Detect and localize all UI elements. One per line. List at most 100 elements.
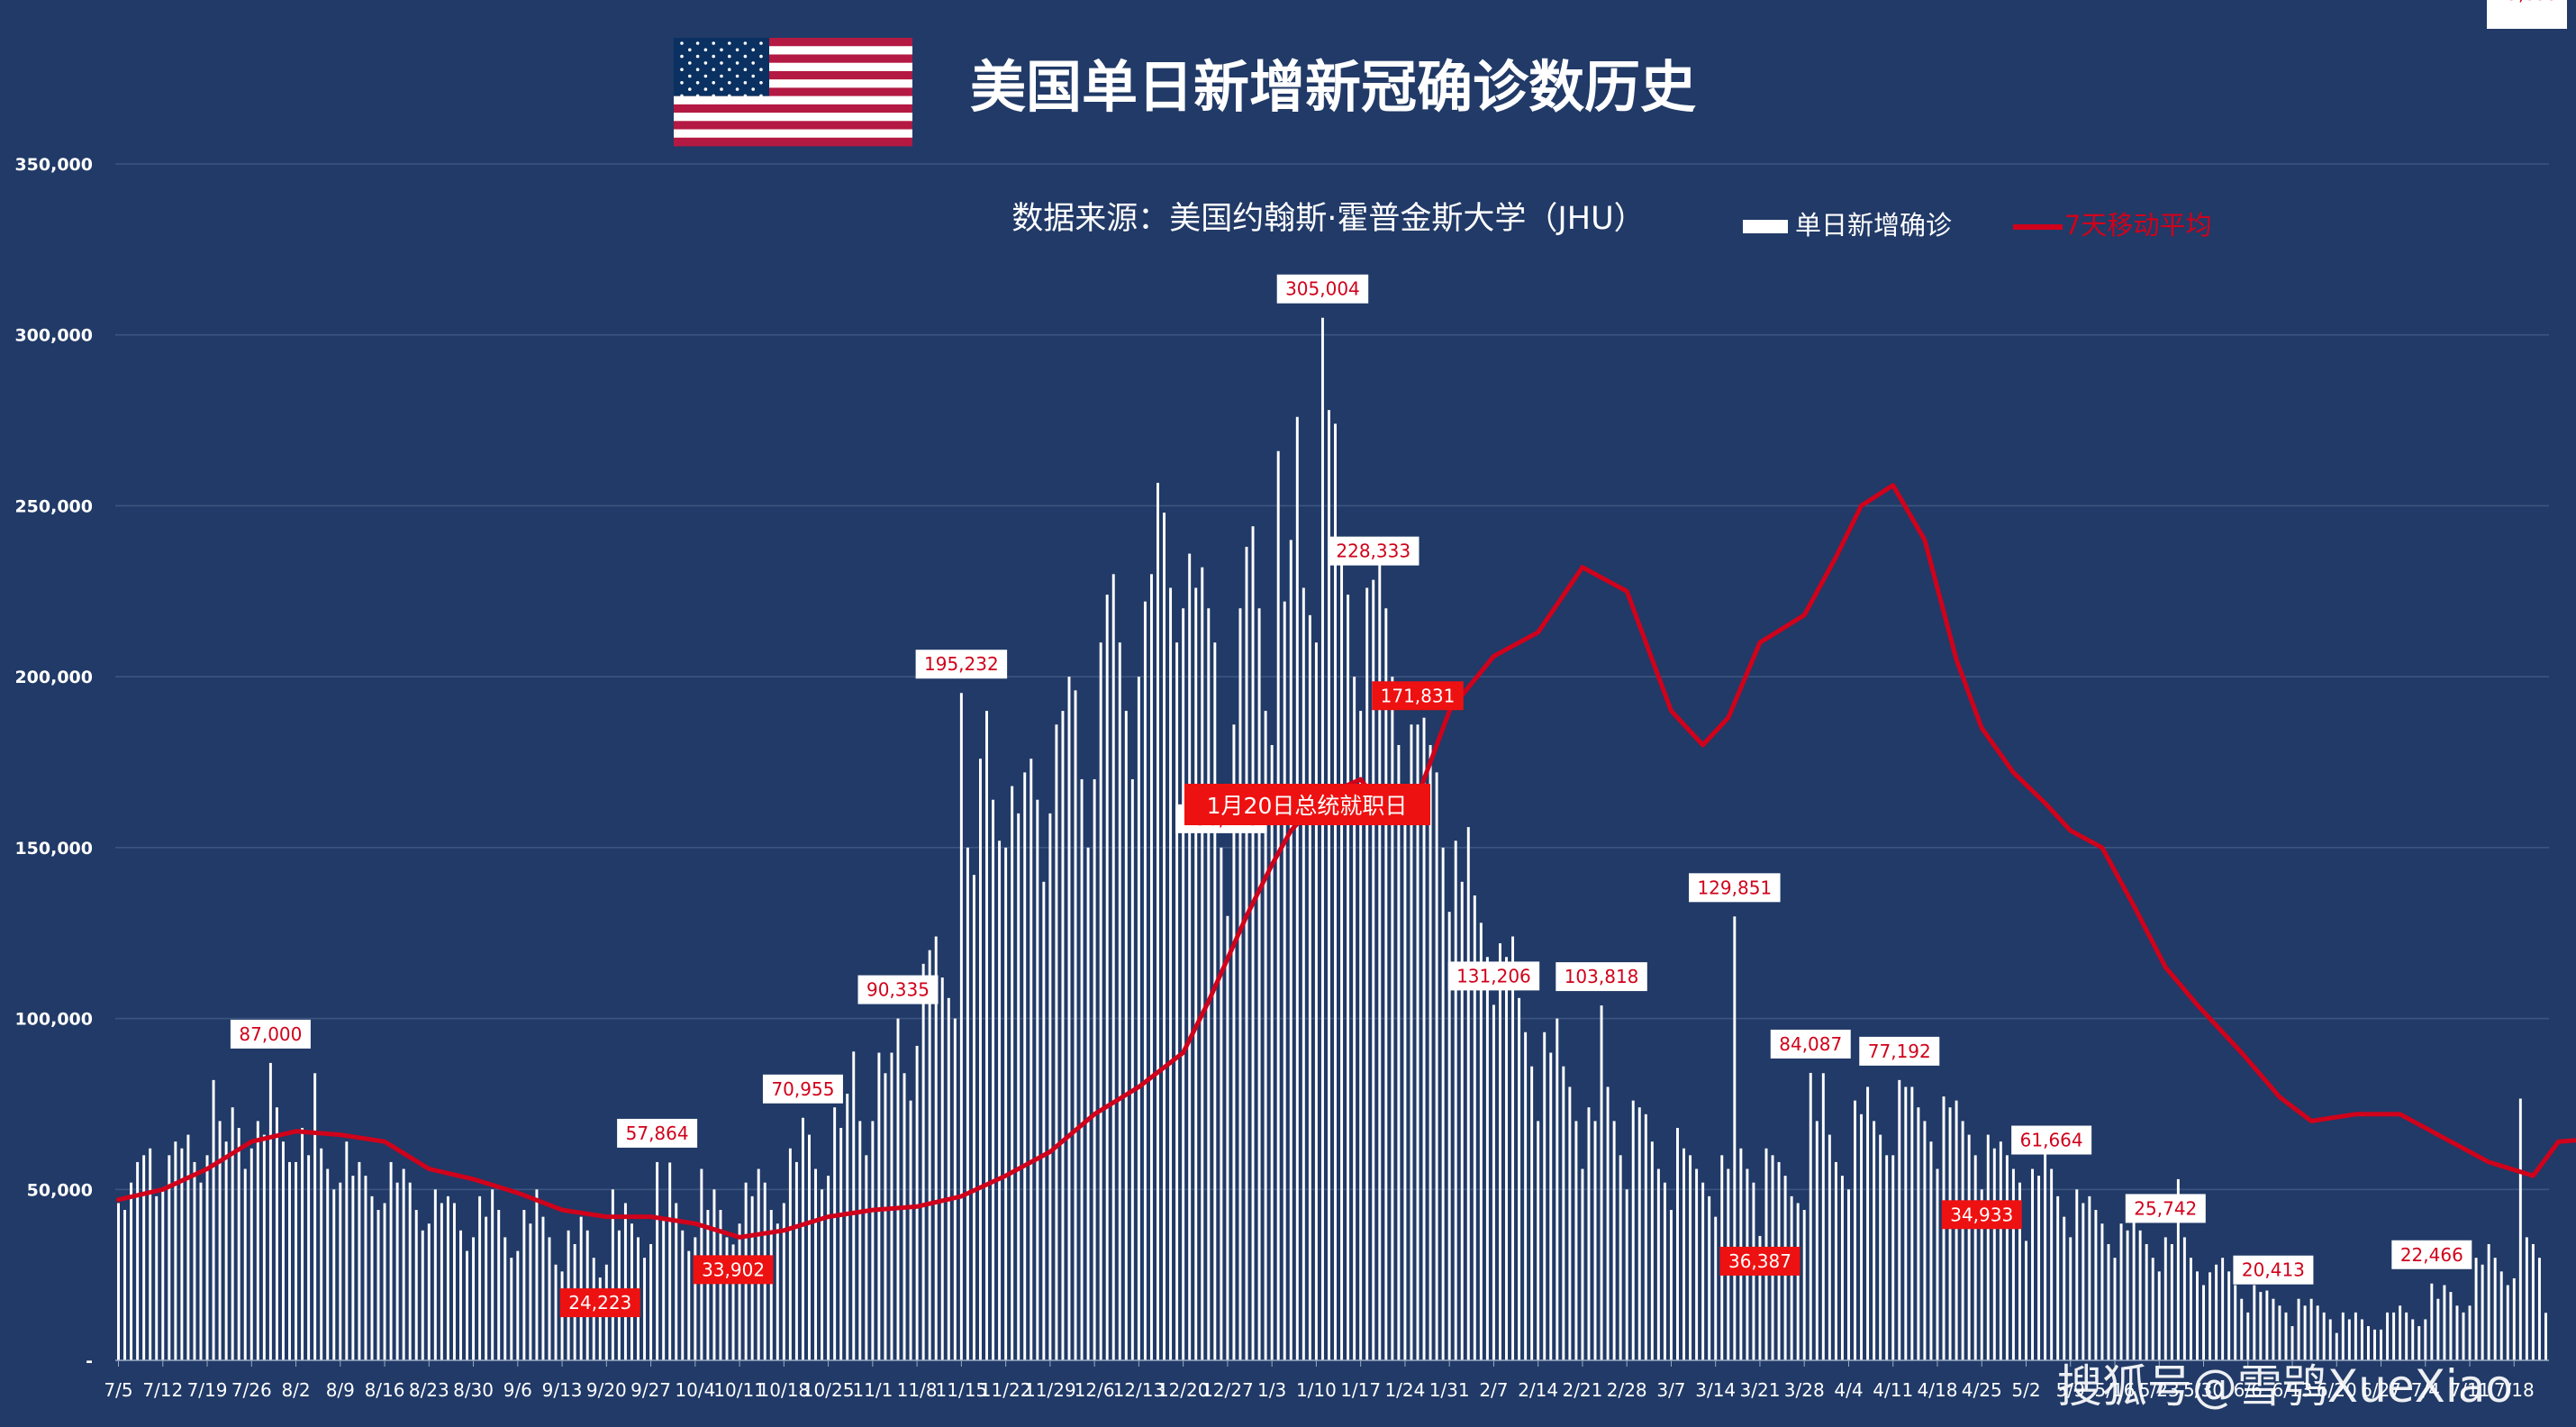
bar: [2298, 1299, 2300, 1360]
bar: [1283, 602, 1286, 1360]
x-tick-label: 12/6: [1075, 1379, 1115, 1401]
bar: [1708, 1196, 1710, 1360]
bar: [877, 1053, 880, 1360]
bar: [1252, 526, 1255, 1360]
bar: [687, 1251, 690, 1360]
data-label: 305,004: [1277, 275, 1369, 304]
bar: [1904, 1086, 1907, 1360]
bar: [2373, 1330, 2376, 1360]
data-label: 131,206: [1448, 961, 1540, 990]
bar: [1442, 848, 1445, 1360]
data-label: 228,333: [1328, 537, 1420, 566]
y-tick-label: -: [86, 1351, 93, 1371]
bar: [142, 1155, 145, 1360]
bar: [2012, 1169, 2015, 1360]
bar: [668, 1162, 671, 1360]
bar: [1119, 642, 1121, 1360]
x-tick-label: 1/10: [1296, 1379, 1337, 1401]
bar: [1923, 1121, 1926, 1360]
bar: [2354, 1313, 2357, 1360]
bar: [1144, 602, 1147, 1360]
bar: [2006, 1155, 2009, 1360]
bar: [1968, 1135, 1971, 1360]
bar: [2265, 1291, 2268, 1360]
bar: [998, 841, 1001, 1360]
bar: [2417, 1326, 2420, 1360]
bar: [2399, 1305, 2401, 1360]
bar: [2253, 1286, 2255, 1360]
bar: [535, 1189, 538, 1360]
bar: [390, 1162, 393, 1360]
bar: [1537, 1121, 1539, 1360]
bar: [1879, 1135, 1882, 1360]
bar: [1607, 1086, 1610, 1360]
bar: [2202, 1286, 2205, 1360]
bar: [903, 1073, 906, 1360]
x-tick-label: 4/4: [1834, 1379, 1863, 1401]
bar: [2246, 1313, 2249, 1360]
bar: [1866, 1086, 1869, 1360]
bar: [1365, 587, 1368, 1360]
bar: [808, 1135, 811, 1360]
x-tick-label: 7/19: [187, 1379, 228, 1401]
bar: [1156, 483, 1159, 1360]
x-tick-label: 7/5: [104, 1379, 132, 1401]
bar: [852, 1051, 855, 1360]
bar: [2120, 1223, 2123, 1360]
bar: [1613, 1121, 1616, 1360]
bar: [339, 1183, 341, 1360]
bar: [1081, 779, 1084, 1360]
bar: [827, 1176, 830, 1360]
bar: [1993, 1149, 1996, 1360]
bar: [2430, 1284, 2433, 1360]
watermark: 搜狐号@雪鸮XueXiao: [2057, 1360, 2513, 1413]
bar: [1436, 772, 1438, 1360]
bar: [662, 1217, 665, 1360]
bar: [2050, 1169, 2053, 1360]
bar: [916, 1046, 919, 1360]
bar: [1093, 779, 1096, 1360]
bar: [1397, 745, 1400, 1360]
bar: [2044, 1150, 2046, 1360]
data-label-text: 228,333: [1336, 541, 1410, 562]
bar: [2411, 1319, 2414, 1360]
bar: [1207, 608, 1210, 1360]
bar: [2063, 1217, 2065, 1360]
bar: [2475, 1258, 2478, 1360]
bar: [1277, 451, 1280, 1360]
x-tick-label: 8/23: [409, 1379, 449, 1401]
bar: [1163, 513, 1166, 1360]
bar: [1594, 1121, 1597, 1360]
bar: [516, 1251, 519, 1360]
bar: [1568, 1086, 1571, 1360]
data-label-text: 20,413: [2242, 1259, 2305, 1281]
bar: [1194, 587, 1197, 1360]
bar: [1061, 711, 1064, 1360]
bar: [929, 950, 931, 1360]
data-label: 90,335: [858, 976, 939, 1004]
bar: [2158, 1271, 2161, 1360]
data-label-text: 129,851: [1697, 877, 1772, 898]
bar: [1112, 574, 1115, 1360]
bar: [789, 1149, 792, 1360]
data-label-text: 61,664: [2020, 1130, 2083, 1151]
bar: [1562, 1067, 1565, 1360]
bar: [1011, 786, 1013, 1360]
x-tick-label: 2/28: [1607, 1379, 1647, 1401]
bar: [871, 1121, 874, 1360]
bar: [2278, 1305, 2281, 1360]
bar: [2272, 1299, 2274, 1360]
bar: [1917, 1107, 1919, 1360]
bar: [897, 1019, 900, 1360]
bar: [409, 1183, 412, 1360]
bar: [1601, 1005, 1603, 1360]
bar: [2544, 1313, 2547, 1360]
legend: 单日新增确诊 7天移动平均: [1743, 210, 2211, 241]
x-tick-label: 8/16: [365, 1379, 405, 1401]
bar: [1949, 1107, 1952, 1360]
bar: [2488, 1244, 2490, 1360]
bar: [1347, 595, 1349, 1360]
x-tick-label: 3/7: [1656, 1379, 1685, 1401]
bar: [865, 1155, 867, 1360]
bar: [1524, 1032, 1527, 1360]
